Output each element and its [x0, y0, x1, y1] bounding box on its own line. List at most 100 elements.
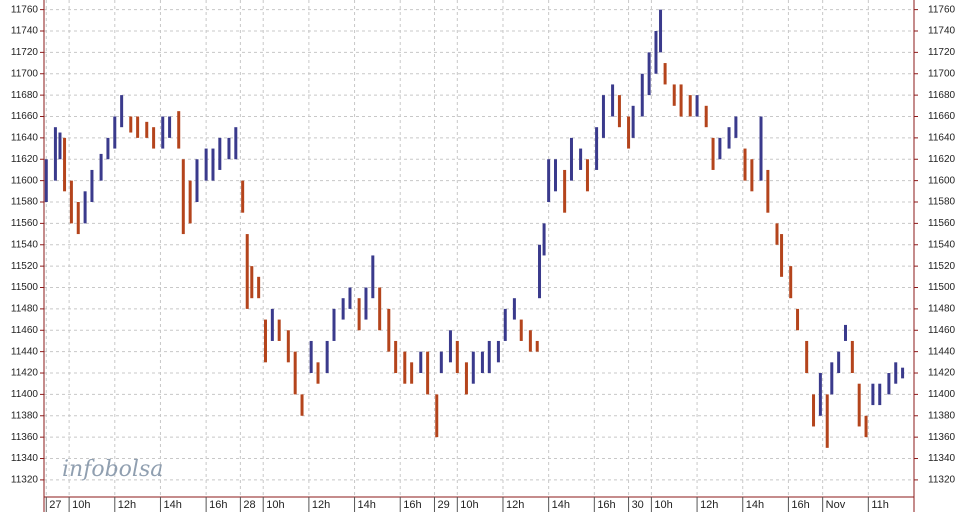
- price-bar: [83, 191, 87, 224]
- y-tick-label: 11340: [928, 453, 956, 464]
- price-bar: [805, 340, 809, 374]
- price-bar: [76, 202, 80, 235]
- x-tick-label: 16h: [791, 499, 809, 511]
- price-bar: [542, 223, 546, 256]
- y-tick-label: 11700: [11, 68, 39, 79]
- price-bar: [659, 9, 663, 53]
- price-bar: [177, 111, 181, 149]
- price-bar: [300, 394, 304, 416]
- price-bar: [419, 351, 423, 374]
- y-tick-label: 11600: [11, 175, 39, 186]
- x-tick-label: 16h: [597, 499, 615, 511]
- bars: [44, 9, 905, 448]
- y-tick-label: 11380: [11, 410, 39, 421]
- price-bar: [471, 351, 475, 384]
- price-bar: [864, 415, 868, 438]
- y-tick-label: 11620: [928, 154, 956, 165]
- price-bar: [519, 319, 523, 341]
- price-bar: [672, 84, 676, 106]
- y-tick-label: 11320: [11, 475, 39, 486]
- x-tick-label: 10h: [654, 499, 672, 511]
- price-bar: [332, 308, 336, 341]
- price-bar: [496, 340, 500, 363]
- price-bar: [857, 383, 861, 427]
- x-tick-label: 30: [632, 499, 644, 511]
- price-bar: [579, 148, 583, 170]
- x-tick-label: 12h: [312, 499, 330, 511]
- x-tick-label: 14h: [552, 499, 570, 511]
- price-bar: [161, 116, 165, 149]
- price-bar: [152, 127, 156, 149]
- y-tick-label: 11560: [928, 218, 956, 229]
- y-tick-label: 11680: [928, 90, 956, 101]
- price-bar: [245, 234, 249, 309]
- price-bar: [270, 308, 274, 341]
- price-bar: [410, 362, 414, 384]
- price-bar: [569, 137, 573, 181]
- price-bar: [145, 121, 149, 138]
- price-bar: [286, 330, 290, 363]
- y-tick-label: 11720: [928, 47, 956, 58]
- price-bar: [480, 351, 484, 374]
- y-tick-label: 11500: [928, 282, 956, 293]
- price-bar: [120, 95, 124, 128]
- price-bar: [348, 287, 352, 309]
- y-tick-label: 11380: [928, 410, 956, 421]
- y-tick-label: 11660: [928, 111, 956, 122]
- price-bar: [775, 223, 779, 245]
- price-bar: [257, 276, 261, 299]
- x-tick-label: 27: [49, 499, 61, 511]
- price-bar: [181, 159, 185, 235]
- x-tick-label: 16h: [403, 499, 421, 511]
- price-bar: [357, 298, 361, 331]
- price-bar: [595, 127, 599, 170]
- price-bar: [871, 383, 875, 406]
- price-bar: [63, 137, 67, 192]
- price-bar: [136, 116, 140, 138]
- price-bar: [309, 340, 313, 374]
- price-bar: [195, 159, 199, 203]
- price-bar: [439, 351, 443, 374]
- price-bar: [830, 362, 834, 395]
- price-bar: [611, 84, 615, 117]
- price-bar: [547, 159, 551, 203]
- price-bar: [585, 159, 589, 192]
- price-bar: [263, 319, 267, 363]
- price-bar: [341, 298, 345, 320]
- price-bar: [538, 244, 542, 299]
- grid: [44, 0, 914, 497]
- y-tick-label: 11440: [928, 346, 956, 357]
- y-tick-label: 11760: [11, 4, 39, 15]
- y-tick-label: 11760: [928, 4, 956, 15]
- y-tick-label: 11640: [928, 133, 956, 144]
- x-tick-label: 29: [437, 499, 449, 511]
- price-bar: [825, 394, 829, 448]
- y-tick-label: 11360: [11, 432, 39, 443]
- x-tick-label: 10h: [72, 499, 90, 511]
- price-bar: [743, 148, 747, 181]
- price-bar: [789, 266, 793, 299]
- price-bar: [455, 340, 459, 374]
- price-bar: [843, 324, 847, 341]
- x-tick-label: 12h: [700, 499, 718, 511]
- price-bar: [878, 383, 882, 406]
- y-tick-label: 11340: [11, 453, 39, 464]
- price-bar: [218, 137, 222, 170]
- price-bar: [750, 159, 754, 192]
- price-bar: [718, 137, 722, 160]
- price-bar: [535, 340, 539, 352]
- price-bar: [512, 298, 516, 320]
- y-tick-label: 11400: [928, 389, 956, 400]
- x-tick-label: 28: [243, 499, 255, 511]
- y-tick-label: 11480: [928, 304, 956, 315]
- price-bar: [563, 169, 567, 213]
- y-tick-label: 11440: [11, 346, 39, 357]
- price-bar: [679, 84, 683, 117]
- y-tick-label: 11540: [11, 239, 39, 250]
- price-bar: [211, 148, 215, 181]
- y-tick-label: 11740: [11, 26, 39, 37]
- price-bar: [528, 330, 532, 352]
- y-tick-label: 11560: [11, 218, 39, 229]
- y-tick-label: 11480: [11, 304, 39, 315]
- y-tick-label: 11420: [11, 368, 39, 379]
